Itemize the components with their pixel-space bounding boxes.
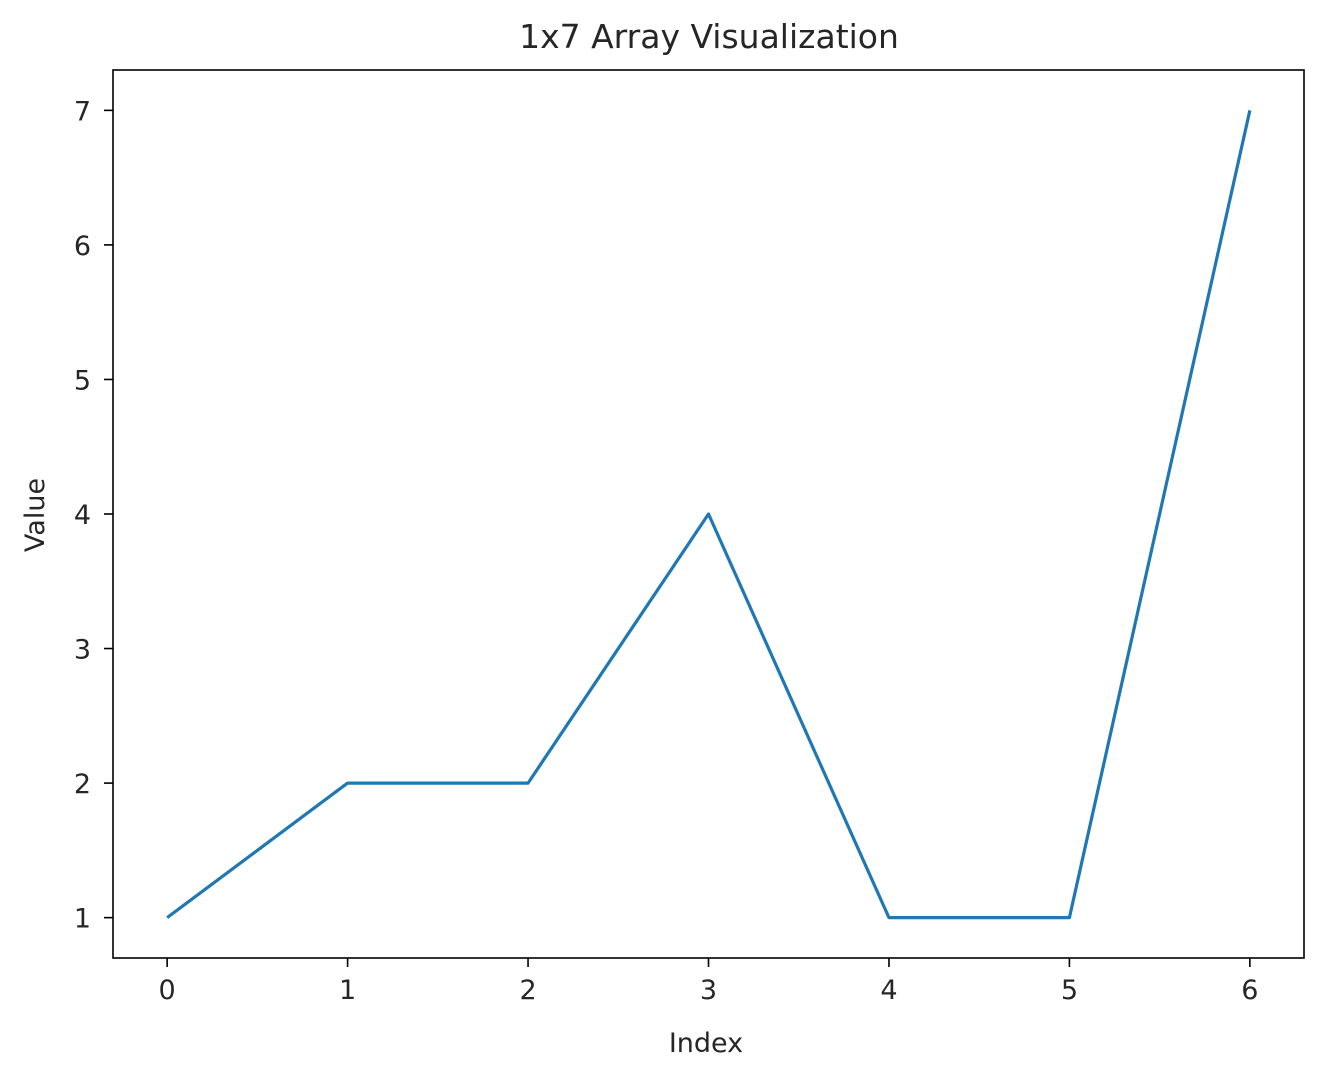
x-tick-label: 4 bbox=[880, 975, 897, 1006]
y-tick-label: 6 bbox=[74, 231, 91, 262]
y-tick-label: 2 bbox=[74, 769, 91, 800]
series-line bbox=[166, 110, 1252, 920]
x-tick-label: 1 bbox=[339, 975, 356, 1006]
x-tick-label: 6 bbox=[1241, 975, 1258, 1006]
y-tick-label: 4 bbox=[74, 500, 91, 531]
y-tick-label: 1 bbox=[74, 904, 91, 935]
x-tick-label: 5 bbox=[1061, 975, 1078, 1006]
chart-title: 1x7 Array Visualization bbox=[519, 17, 899, 56]
y-tick-label: 5 bbox=[74, 365, 91, 396]
y-axis-label: Value bbox=[20, 478, 51, 552]
y-tick-label: 3 bbox=[74, 635, 91, 666]
x-axis-label: Index bbox=[669, 1028, 743, 1059]
x-axis: 0 1 2 3 4 5 6 bbox=[159, 958, 1258, 1006]
x-tick-label: 0 bbox=[159, 975, 176, 1006]
x-tick-label: 3 bbox=[700, 975, 717, 1006]
series-layer bbox=[166, 110, 1252, 920]
x-tick-label: 2 bbox=[519, 975, 536, 1006]
y-tick-label: 7 bbox=[74, 96, 91, 127]
y-axis: 1 2 3 4 5 6 7 bbox=[74, 96, 113, 935]
